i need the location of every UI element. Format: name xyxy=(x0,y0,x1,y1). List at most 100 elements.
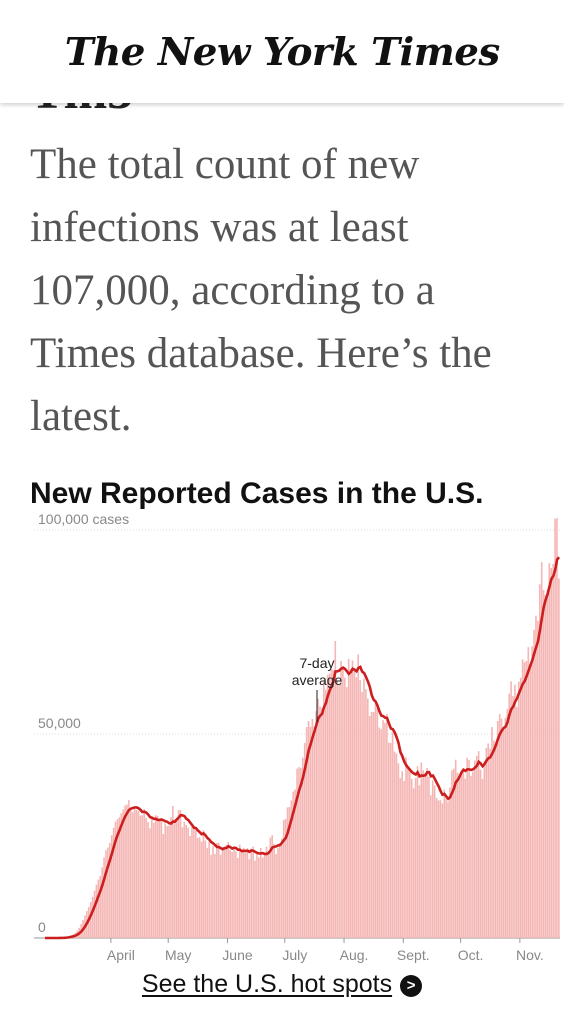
daily-case-bar xyxy=(347,658,350,938)
daily-case-bar xyxy=(370,711,373,938)
daily-case-bar xyxy=(210,854,212,938)
daily-case-bar xyxy=(403,780,405,938)
daily-case-bar xyxy=(366,698,369,938)
daily-case-bar xyxy=(267,853,270,938)
y-tick-label: 0 xyxy=(38,919,46,935)
daily-case-bar xyxy=(277,847,279,938)
daily-case-bar xyxy=(135,809,138,938)
daily-case-bar xyxy=(395,753,398,938)
daily-case-bar xyxy=(447,801,449,938)
daily-case-bar xyxy=(485,747,488,938)
daily-case-bar xyxy=(294,789,296,938)
daily-case-bar xyxy=(454,759,457,938)
daily-case-bar xyxy=(223,847,226,938)
daily-case-bar xyxy=(542,589,545,938)
daily-case-bar xyxy=(517,681,520,938)
daily-case-bar xyxy=(244,852,247,938)
daily-case-bar xyxy=(145,818,147,938)
daily-case-bar xyxy=(449,787,451,938)
daily-case-bar xyxy=(493,740,495,938)
daily-case-bar xyxy=(193,828,195,938)
daily-case-bar xyxy=(487,743,489,938)
daily-case-bar xyxy=(259,847,262,938)
daily-case-bar xyxy=(504,717,507,938)
daily-case-bar xyxy=(273,843,275,938)
daily-case-bar xyxy=(491,727,493,938)
daily-case-bar xyxy=(355,677,358,938)
hot-spots-link-text[interactable]: See the U.S. hot spots xyxy=(141,970,393,998)
daily-case-bar xyxy=(110,835,113,938)
hot-spots-link[interactable]: See the U.S. hot spots > xyxy=(0,970,564,999)
daily-case-bar xyxy=(452,768,455,938)
daily-case-bar xyxy=(540,562,543,938)
daily-case-bar xyxy=(502,729,505,938)
daily-case-bar xyxy=(510,681,512,938)
daily-case-bar xyxy=(212,846,214,938)
daily-case-bar xyxy=(324,689,327,938)
daily-case-bar xyxy=(393,751,396,938)
daily-case-bar xyxy=(162,833,165,938)
daily-case-bar xyxy=(345,687,348,938)
daily-case-bar xyxy=(496,720,499,938)
daily-case-bar xyxy=(240,852,243,938)
x-tick-label: June xyxy=(222,947,253,963)
daily-case-bar xyxy=(130,810,132,938)
daily-case-bar xyxy=(489,748,491,938)
daily-case-bar xyxy=(237,858,239,938)
daily-case-bar xyxy=(258,857,260,938)
daily-case-bar xyxy=(328,673,331,938)
daily-case-bar xyxy=(516,707,518,938)
daily-case-bar xyxy=(441,803,444,938)
daily-case-bar xyxy=(173,819,176,938)
daily-case-bar xyxy=(89,902,92,938)
daily-case-bar xyxy=(410,778,413,938)
daily-case-bar xyxy=(263,853,266,938)
y-tick-label: 100,000 cases xyxy=(38,511,129,527)
daily-case-bar xyxy=(340,660,342,938)
daily-case-bar xyxy=(103,857,105,938)
daily-case-bar xyxy=(305,727,308,938)
daily-case-bar xyxy=(474,760,476,938)
daily-case-bar xyxy=(101,867,103,938)
daily-case-bar xyxy=(552,563,554,938)
daily-case-bar xyxy=(313,726,316,938)
daily-case-bar xyxy=(500,718,503,938)
daily-case-bar xyxy=(351,660,354,938)
daily-case-bar xyxy=(108,842,111,938)
daily-case-bar xyxy=(219,854,222,938)
daily-case-bar xyxy=(326,674,329,938)
x-tick-label: Aug. xyxy=(340,947,369,963)
daily-case-bar xyxy=(435,798,438,938)
daily-case-bar xyxy=(407,768,409,938)
daily-case-bar xyxy=(349,669,352,938)
daily-case-bar xyxy=(95,884,98,938)
daily-case-bar xyxy=(483,761,486,938)
daily-case-bar xyxy=(315,711,317,938)
nyt-logo[interactable]: The New York Times xyxy=(64,29,500,74)
x-tick-label: Sept. xyxy=(397,947,430,963)
daily-case-bar xyxy=(529,668,532,938)
daily-case-bar xyxy=(250,848,253,938)
daily-case-bar xyxy=(319,706,321,938)
daily-case-bar xyxy=(388,742,390,938)
daily-case-bar xyxy=(519,677,522,938)
daily-case-bar xyxy=(361,691,363,938)
daily-case-bar xyxy=(233,849,235,938)
daily-case-bar xyxy=(93,890,96,938)
daily-case-bar xyxy=(525,660,528,938)
x-tick-label: Nov. xyxy=(516,947,544,963)
daily-case-bar xyxy=(238,844,241,938)
daily-case-bar xyxy=(147,822,149,938)
daily-case-bar xyxy=(359,680,361,938)
daily-case-bar xyxy=(254,860,256,938)
daily-case-bar xyxy=(307,720,310,938)
daily-case-bar xyxy=(468,760,470,938)
daily-case-bar xyxy=(508,693,511,938)
daily-case-bar xyxy=(376,707,379,938)
daily-case-bar xyxy=(378,727,381,938)
daily-case-bar xyxy=(523,662,526,938)
daily-case-bar xyxy=(248,859,251,938)
daily-case-bar xyxy=(300,767,302,938)
daily-case-bar xyxy=(420,762,423,938)
daily-case-bar xyxy=(246,848,249,938)
